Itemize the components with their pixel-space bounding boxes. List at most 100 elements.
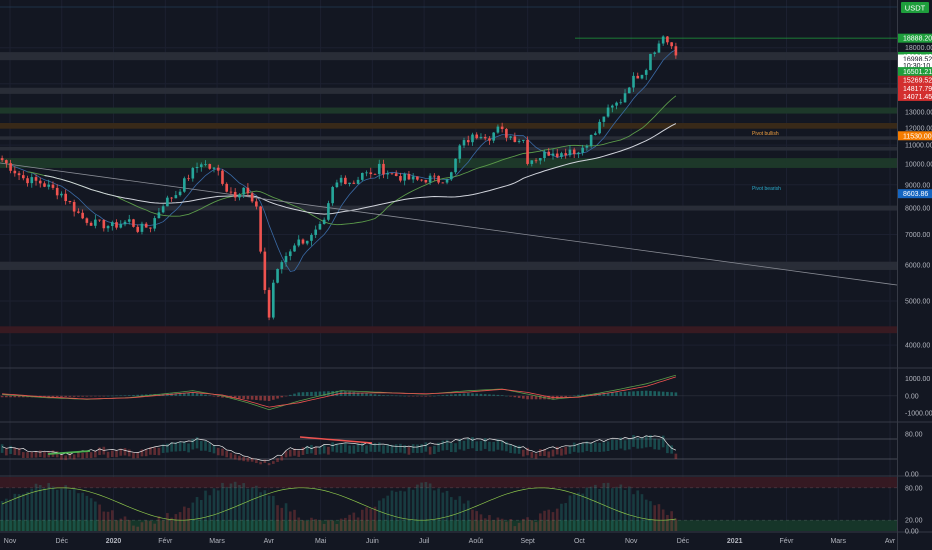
- candle-body[interactable]: [276, 268, 279, 283]
- time-axis[interactable]: Nov Déc 2020 Févr Mars Avr Mai Juin Juil Août Sept…: [4, 538, 896, 545]
- candle-body[interactable]: [72, 202, 76, 212]
- candle-body[interactable]: [47, 184, 51, 187]
- candle-body[interactable]: [229, 191, 233, 193]
- candle-body[interactable]: [445, 179, 449, 183]
- candle-body[interactable]: [449, 172, 453, 180]
- candle-body[interactable]: [60, 193, 63, 196]
- candle-body[interactable]: [314, 229, 318, 235]
- candle-body[interactable]: [483, 137, 487, 139]
- candle-body[interactable]: [530, 160, 534, 164]
- candle-body[interactable]: [13, 170, 17, 174]
- candle-body[interactable]: [348, 182, 351, 185]
- candle-body[interactable]: [606, 107, 610, 117]
- candle-body[interactable]: [305, 240, 309, 244]
- candle-body[interactable]: [204, 164, 207, 165]
- candle-body[interactable]: [661, 36, 665, 44]
- candle-body[interactable]: [496, 126, 500, 133]
- candle-body[interactable]: [183, 178, 186, 192]
- candle-body[interactable]: [195, 166, 199, 169]
- candle-body[interactable]: [242, 187, 245, 195]
- candle-body[interactable]: [259, 206, 262, 252]
- candle-body[interactable]: [479, 137, 483, 139]
- candle-body[interactable]: [115, 222, 118, 228]
- candle-body[interactable]: [331, 187, 334, 204]
- candle-body[interactable]: [611, 105, 614, 108]
- candle-body[interactable]: [411, 176, 415, 180]
- time-axis-label[interactable]: 2021: [727, 538, 743, 545]
- candle-body[interactable]: [140, 223, 144, 232]
- candle-body[interactable]: [585, 145, 589, 148]
- candle-body[interactable]: [293, 245, 296, 252]
- candle-body[interactable]: [123, 221, 127, 225]
- candle-body[interactable]: [420, 179, 423, 181]
- candle-body[interactable]: [407, 173, 411, 180]
- candle-body[interactable]: [399, 176, 402, 181]
- candle-body[interactable]: [517, 140, 521, 143]
- candle-body[interactable]: [263, 251, 267, 291]
- candle-body[interactable]: [17, 173, 21, 176]
- candle-body[interactable]: [212, 167, 216, 169]
- time-axis-label[interactable]: Févr: [158, 538, 173, 545]
- time-axis-label[interactable]: Sept: [520, 538, 534, 545]
- candle-body[interactable]: [462, 140, 466, 146]
- candle-body[interactable]: [577, 152, 580, 155]
- time-axis-label[interactable]: Mars: [209, 538, 225, 545]
- candle-body[interactable]: [382, 163, 385, 175]
- candle-body[interactable]: [560, 153, 563, 157]
- candle-body[interactable]: [272, 282, 275, 318]
- candle-body[interactable]: [280, 262, 284, 269]
- candle-body[interactable]: [178, 191, 182, 196]
- candle-body[interactable]: [0, 158, 4, 161]
- candle-body[interactable]: [255, 201, 258, 207]
- time-axis-label[interactable]: Juin: [366, 538, 379, 545]
- candle-body[interactable]: [454, 158, 457, 173]
- candle-body[interactable]: [433, 175, 436, 177]
- candle-body[interactable]: [488, 138, 491, 141]
- candle-body[interactable]: [416, 176, 419, 180]
- time-axis-label[interactable]: Déc: [56, 538, 69, 545]
- candle-body[interactable]: [187, 178, 190, 180]
- candle-body[interactable]: [208, 164, 212, 169]
- time-axis-label[interactable]: 2020: [106, 538, 122, 545]
- candle-body[interactable]: [221, 170, 224, 184]
- candle-body[interactable]: [55, 187, 59, 196]
- candle-body[interactable]: [81, 212, 84, 219]
- candle-body[interactable]: [632, 75, 635, 88]
- candle-body[interactable]: [89, 222, 93, 226]
- price-axis[interactable]: 18000.0015000.0013000.0012000.0011000.00…: [905, 45, 932, 535]
- candle-body[interactable]: [174, 195, 178, 199]
- candle-body[interactable]: [526, 139, 529, 164]
- time-axis-label[interactable]: Oct: [574, 538, 585, 545]
- candle-body[interactable]: [85, 218, 89, 223]
- candle-body[interactable]: [403, 173, 406, 181]
- candles[interactable]: [0, 35, 678, 321]
- candle-body[interactable]: [149, 227, 152, 229]
- time-axis-label[interactable]: Avr: [264, 538, 275, 545]
- candle-body[interactable]: [509, 136, 512, 138]
- candle-body[interactable]: [568, 149, 572, 156]
- candle-body[interactable]: [505, 129, 508, 138]
- candle-body[interactable]: [110, 222, 114, 227]
- candle-body[interactable]: [365, 172, 368, 174]
- time-axis-label[interactable]: Nov: [4, 538, 17, 545]
- candle-body[interactable]: [161, 206, 165, 213]
- candle-body[interactable]: [238, 194, 241, 198]
- time-axis-label[interactable]: Août: [469, 538, 483, 545]
- candle-body[interactable]: [284, 256, 288, 263]
- candle-body[interactable]: [572, 149, 576, 155]
- candle-body[interactable]: [360, 172, 364, 180]
- candle-body[interactable]: [170, 197, 173, 199]
- candle-body[interactable]: [166, 197, 169, 207]
- candle-body[interactable]: [369, 172, 373, 175]
- candle-body[interactable]: [356, 179, 360, 184]
- time-axis-label[interactable]: Avr: [885, 538, 896, 545]
- candle-body[interactable]: [43, 183, 46, 187]
- candle-body[interactable]: [250, 193, 254, 202]
- candle-body[interactable]: [471, 134, 474, 143]
- candle-body[interactable]: [64, 193, 67, 202]
- candle-body[interactable]: [428, 175, 432, 183]
- candle-body[interactable]: [267, 290, 271, 318]
- candle-body[interactable]: [538, 158, 542, 161]
- candle-body[interactable]: [534, 160, 538, 162]
- candle-body[interactable]: [98, 219, 101, 221]
